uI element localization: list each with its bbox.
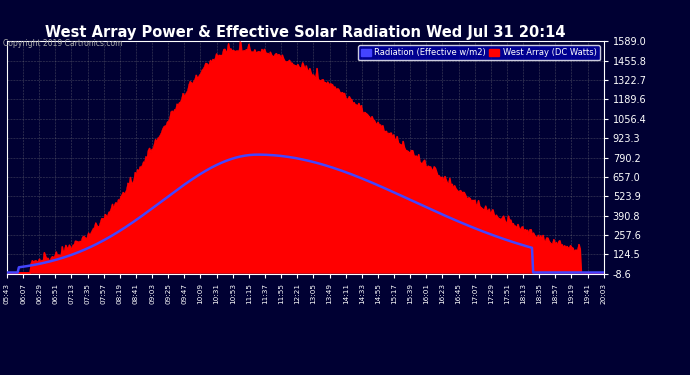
Title: West Array Power & Effective Solar Radiation Wed Jul 31 20:14: West Array Power & Effective Solar Radia… bbox=[45, 25, 566, 40]
Text: Copyright 2019 Cartronics.com: Copyright 2019 Cartronics.com bbox=[3, 39, 123, 48]
Legend: Radiation (Effective w/m2), West Array (DC Watts): Radiation (Effective w/m2), West Array (… bbox=[358, 45, 600, 60]
